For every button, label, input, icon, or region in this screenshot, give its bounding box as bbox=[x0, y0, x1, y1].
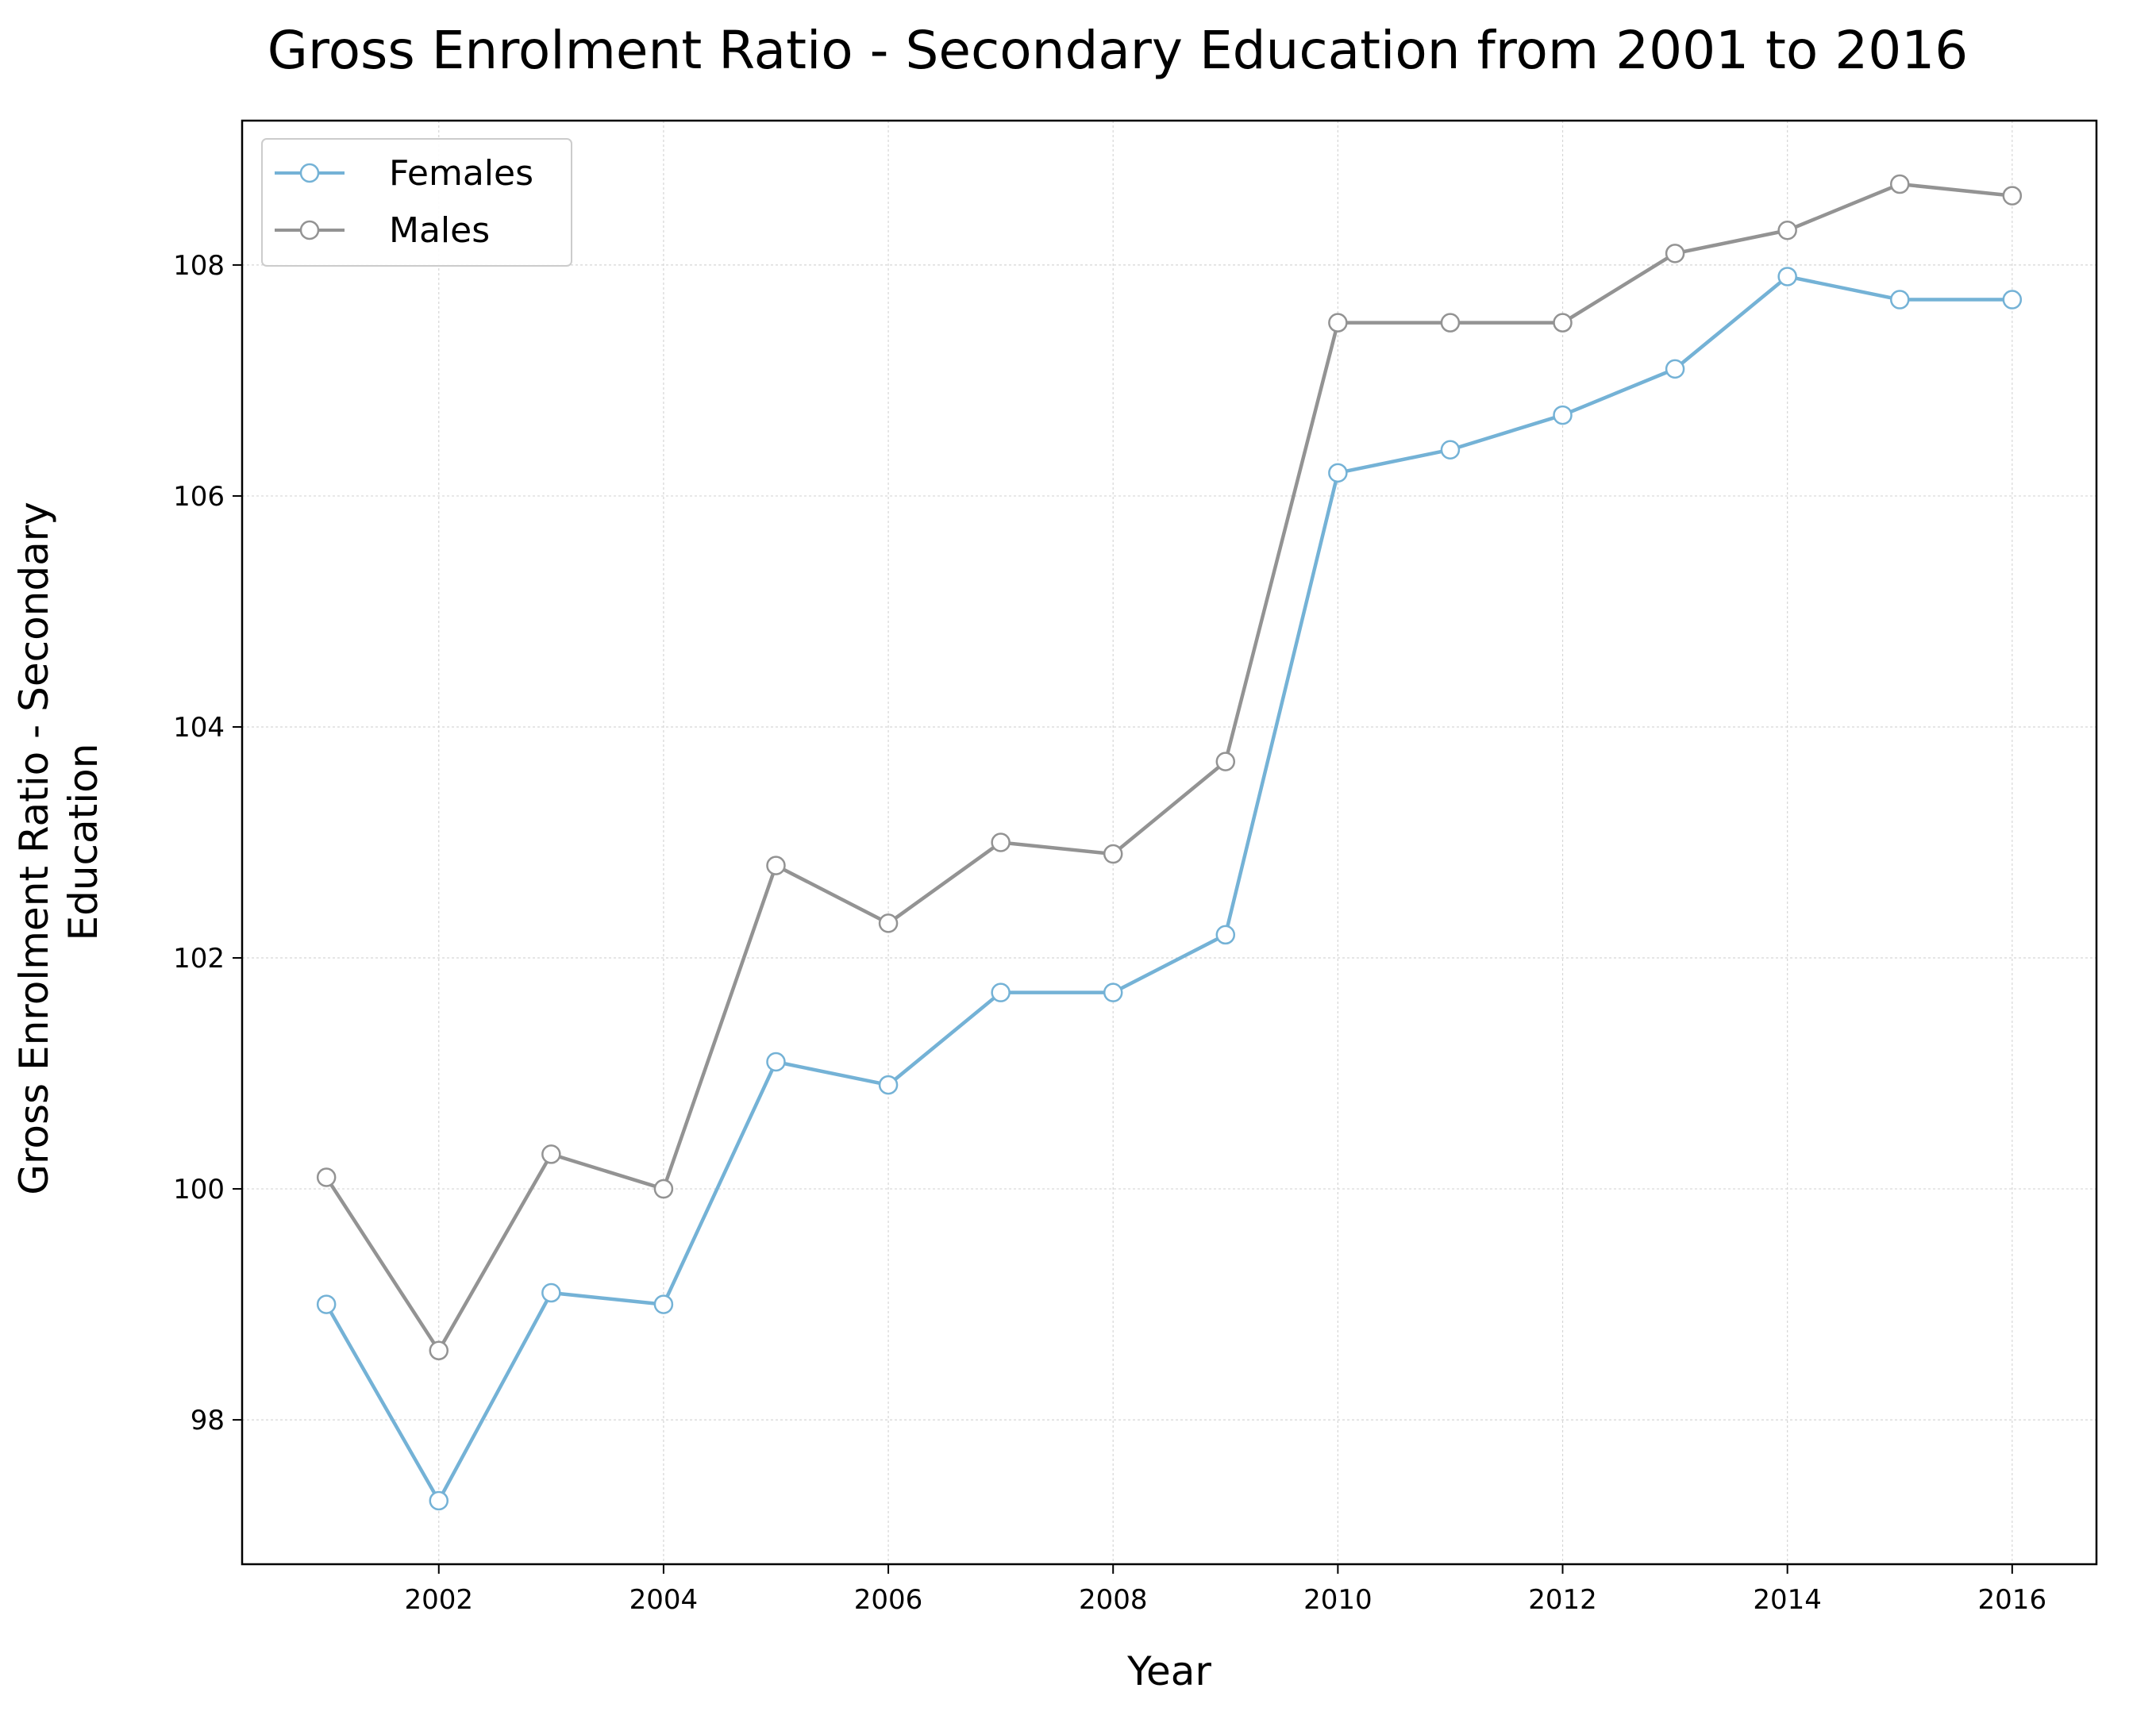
y-axis-label-line-2: Education bbox=[60, 744, 106, 941]
legend: Females Males bbox=[261, 138, 572, 267]
legend-label-females: Females bbox=[389, 153, 533, 194]
y-axis: 98 100 102 104 106 108 bbox=[173, 250, 242, 1436]
series-layer bbox=[316, 174, 2023, 1511]
data-point-females bbox=[1777, 267, 1797, 286]
data-point-males bbox=[878, 913, 899, 933]
data-point-females bbox=[1440, 440, 1461, 460]
legend-marker-females bbox=[299, 163, 320, 183]
y-tick-label: 98 bbox=[191, 1405, 225, 1436]
series-males bbox=[316, 174, 2023, 1361]
data-point-males bbox=[1553, 313, 1573, 333]
x-tick-label: 2010 bbox=[1303, 1584, 1373, 1616]
data-point-females bbox=[653, 1294, 674, 1314]
x-tick-label: 2006 bbox=[854, 1584, 923, 1616]
data-point-males bbox=[991, 833, 1011, 852]
data-point-females bbox=[766, 1052, 786, 1072]
x-tick-label: 2008 bbox=[1079, 1584, 1148, 1616]
y-tick-label: 104 bbox=[173, 712, 225, 744]
y-tick-label: 108 bbox=[173, 250, 225, 282]
series-females bbox=[316, 267, 2023, 1511]
series-line-females bbox=[325, 275, 2012, 1503]
data-point-females bbox=[316, 1294, 337, 1314]
y-axis-label: Gross Enrolment Ratio - Secondary Educat… bbox=[11, 489, 106, 1195]
y-axis-label-line-1: Gross Enrolment Ratio - Secondary bbox=[11, 502, 57, 1195]
y-tick-label: 102 bbox=[173, 943, 225, 975]
data-point-males bbox=[1889, 174, 1910, 194]
data-point-females bbox=[878, 1075, 899, 1095]
x-tick-label: 2004 bbox=[629, 1584, 699, 1616]
data-point-females bbox=[1553, 405, 1573, 425]
data-point-males bbox=[1328, 313, 1348, 333]
legend-box bbox=[261, 138, 572, 267]
data-point-females bbox=[541, 1282, 561, 1303]
series-line-males bbox=[325, 182, 2013, 1353]
x-tick-label: 2014 bbox=[1753, 1584, 1822, 1616]
data-point-males bbox=[316, 1167, 337, 1187]
data-point-males bbox=[1215, 752, 1236, 771]
x-tick-label: 2002 bbox=[404, 1584, 473, 1616]
data-point-males bbox=[1440, 313, 1461, 333]
data-point-females bbox=[991, 982, 1011, 1002]
y-tick-label: 100 bbox=[173, 1174, 225, 1205]
data-point-females bbox=[1215, 925, 1236, 945]
x-tick-label: 2016 bbox=[1978, 1584, 2047, 1616]
data-point-males bbox=[653, 1179, 674, 1199]
data-point-males bbox=[1665, 244, 1685, 263]
data-point-females bbox=[1665, 359, 1685, 379]
data-point-males bbox=[1777, 220, 1797, 240]
x-axis-label: Year bbox=[1126, 1648, 1211, 1694]
grid bbox=[242, 121, 2096, 1564]
data-point-males bbox=[766, 856, 786, 875]
data-point-females bbox=[1889, 290, 1910, 310]
x-axis: 2002 2004 2006 2008 2010 2012 2014 2016 bbox=[404, 1564, 2046, 1616]
data-point-females bbox=[1328, 463, 1348, 483]
data-point-males bbox=[1103, 844, 1123, 864]
data-point-males bbox=[2002, 186, 2023, 206]
data-point-males bbox=[429, 1340, 449, 1361]
legend-marker-males bbox=[299, 220, 320, 240]
x-tick-label: 2012 bbox=[1528, 1584, 1597, 1616]
data-point-males bbox=[541, 1144, 561, 1164]
plot-frame bbox=[241, 119, 2098, 1566]
data-point-females bbox=[429, 1490, 449, 1511]
legend-label-males: Males bbox=[389, 210, 490, 251]
chart-title: Gross Enrolment Ratio - Secondary Educat… bbox=[268, 20, 1969, 81]
y-tick-label: 106 bbox=[173, 481, 225, 513]
data-point-females bbox=[1103, 982, 1123, 1002]
data-point-females bbox=[2002, 290, 2023, 310]
